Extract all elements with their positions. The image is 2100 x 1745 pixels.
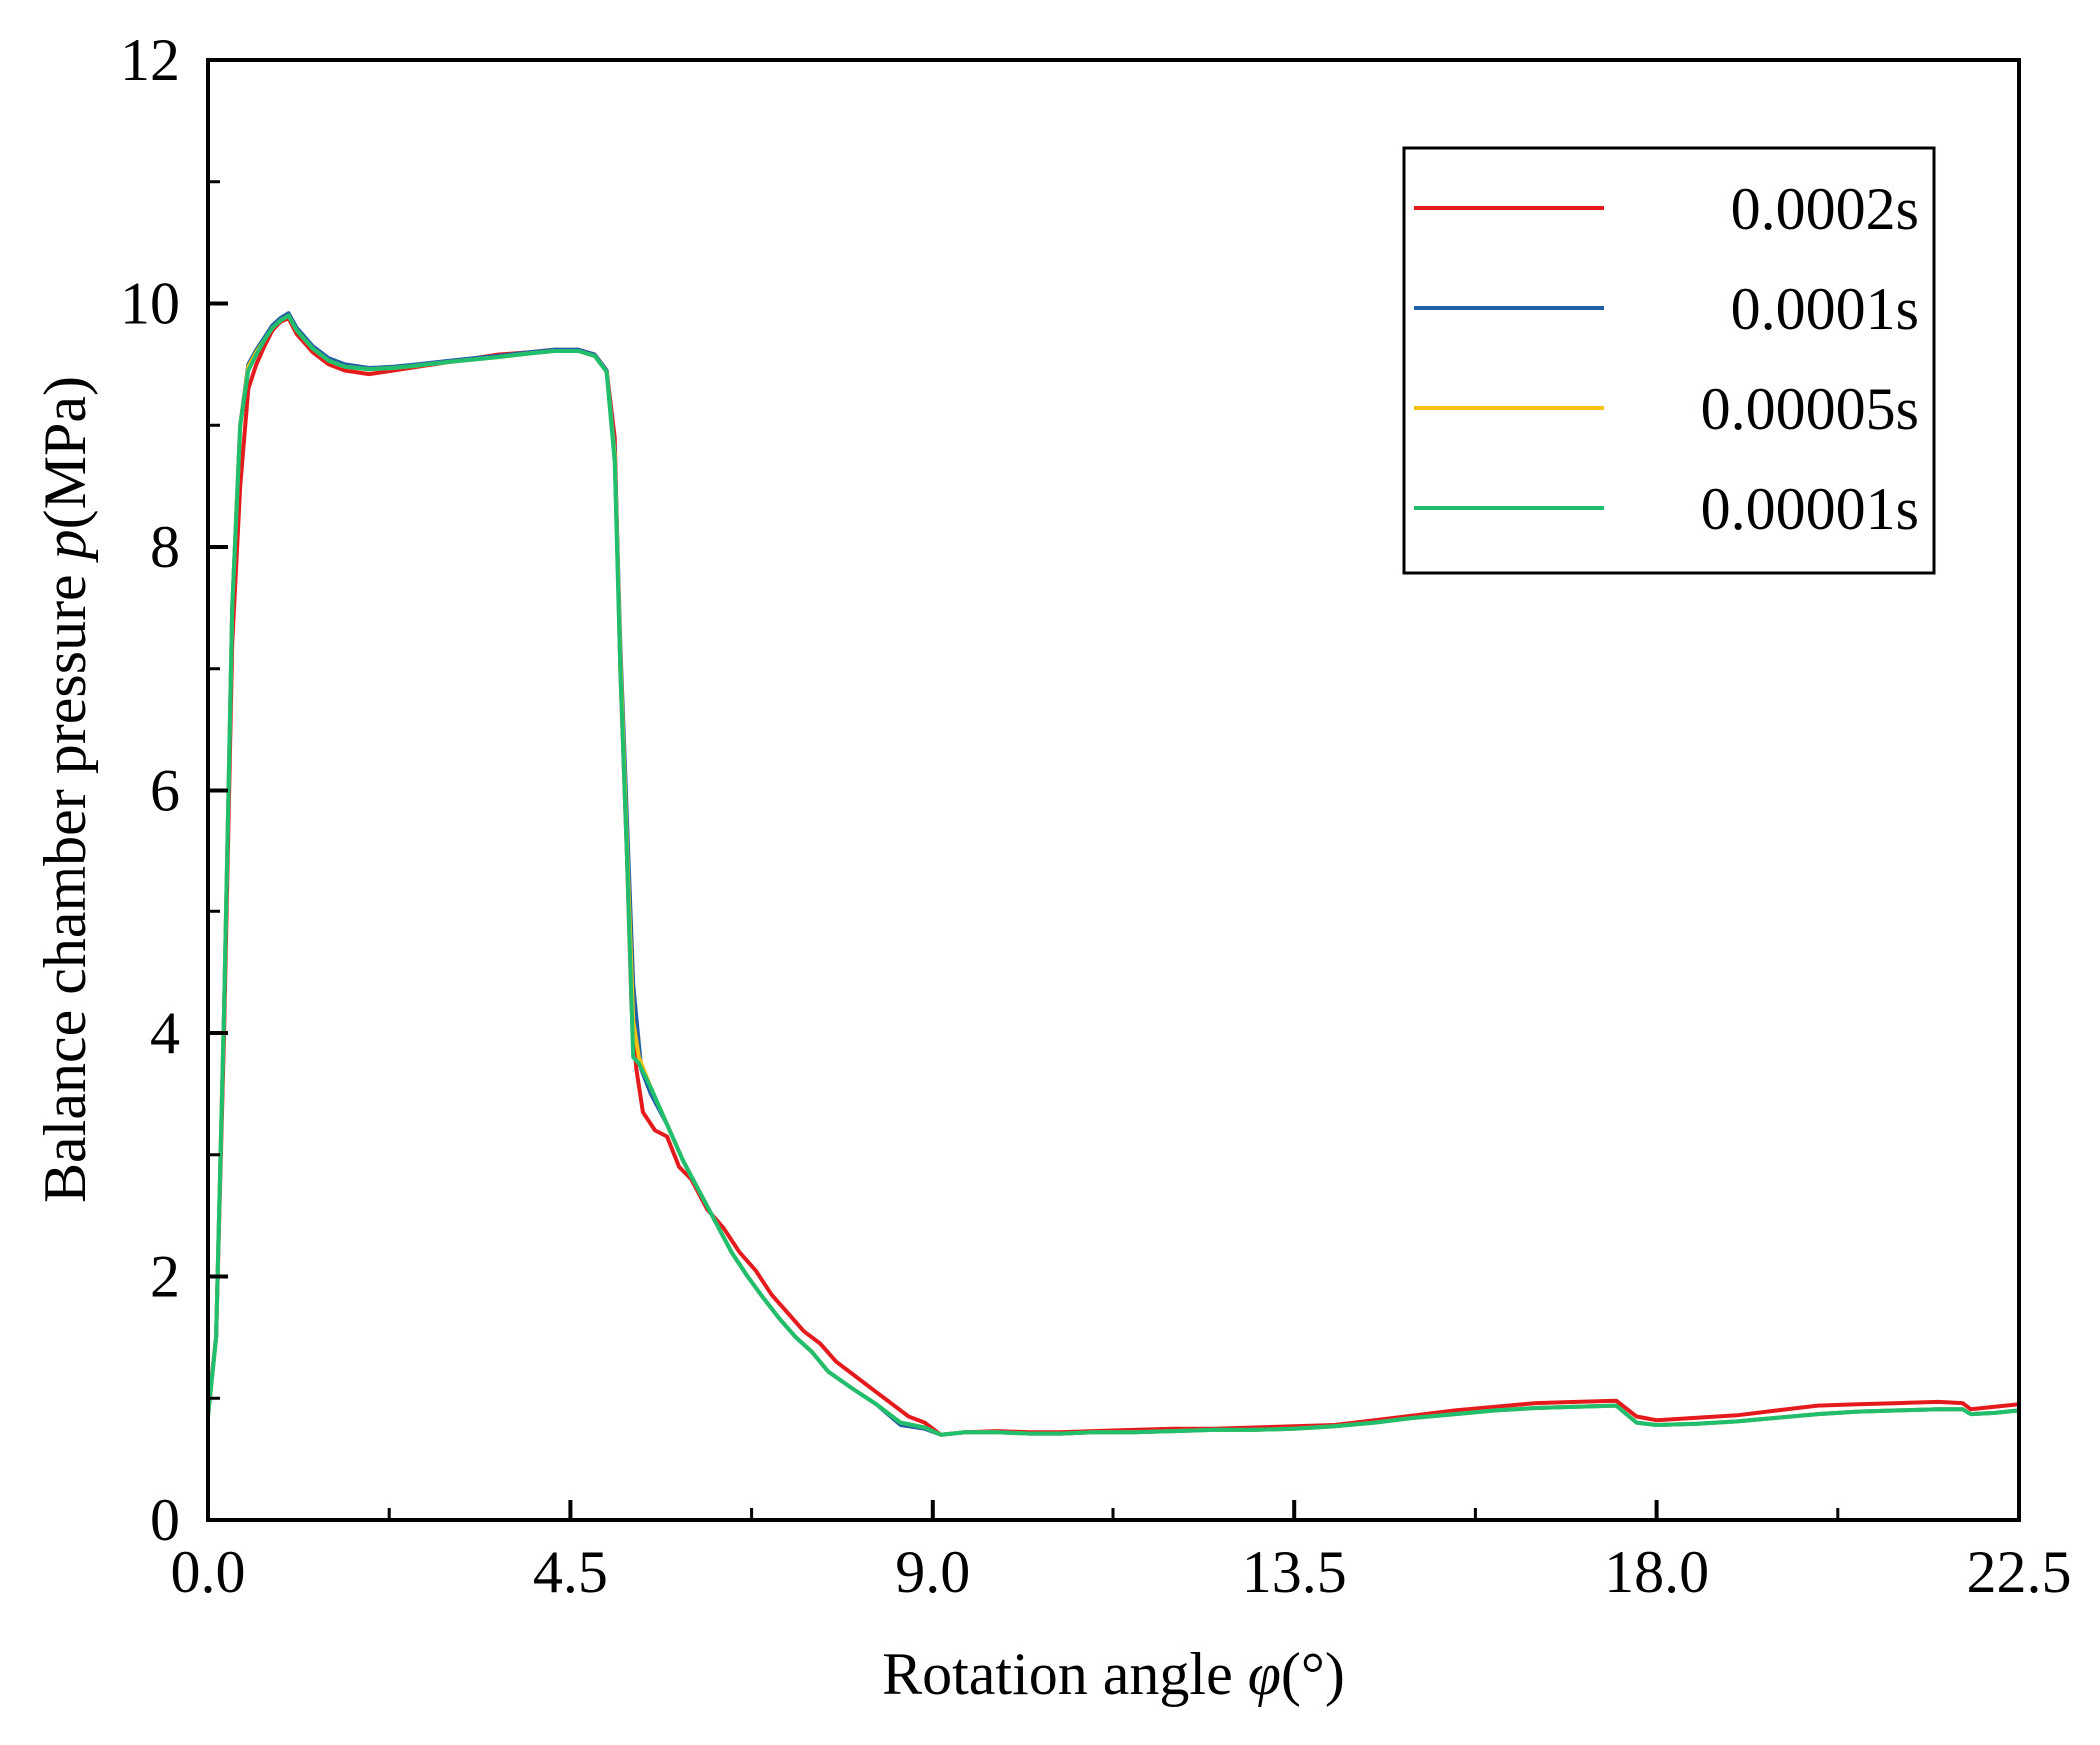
axis-layer: 0.0 4.5 9.0 13.5 18.0 22.5 0 2 4 6 8 10 12: [120, 27, 2072, 1605]
y-tick-label: 12: [120, 27, 180, 93]
legend-box: [1402, 146, 1936, 575]
x-axis-title: Rotation angle φ(°): [882, 1641, 1345, 1707]
x-tick-label: 0.0: [171, 1539, 246, 1605]
legend: 0.0002s 0.0001s 0.00005s 0.00001s: [1402, 146, 1936, 575]
series-layer: [206, 311, 2020, 1437]
y-tick-label: 6: [150, 758, 180, 824]
legend-label-4: 0.00001s: [1701, 476, 1919, 542]
legend-label-3: 0.00005s: [1701, 376, 1919, 442]
x-axis-title-variable: φ: [1248, 1641, 1281, 1707]
x-tick-label: 18.0: [1604, 1539, 1709, 1605]
y-tick-label: 0: [150, 1487, 180, 1553]
y-tick-label: 8: [150, 514, 180, 580]
y-axis-title-unit: (MPa): [32, 376, 98, 529]
series-line-1: [206, 316, 2020, 1437]
y-axis-title-main: Balance chamber pressure: [32, 559, 98, 1203]
x-tick-label: 4.5: [533, 1539, 608, 1605]
x-axis-title-unit: (°): [1281, 1641, 1345, 1707]
y-axis-title-variable: p: [32, 529, 98, 563]
series-line-4: [206, 313, 2020, 1437]
x-axis-title-main: Rotation angle: [882, 1641, 1248, 1707]
x-tick-label: 9.0: [895, 1539, 970, 1605]
x-tick-label: 13.5: [1242, 1539, 1347, 1605]
legend-items: 0.0002s 0.0001s 0.00005s 0.00001s: [1414, 176, 1919, 542]
y-axis-title: Balance chamber pressure p(MPa): [32, 376, 98, 1203]
y-tick-label: 10: [120, 271, 180, 337]
legend-label-2: 0.0001s: [1731, 276, 1919, 342]
y-tick-label: 2: [150, 1244, 180, 1310]
x-tick-label: 22.5: [1967, 1539, 2072, 1605]
y-tick-label: 4: [150, 1000, 180, 1066]
legend-label-1: 0.0002s: [1731, 176, 1919, 242]
